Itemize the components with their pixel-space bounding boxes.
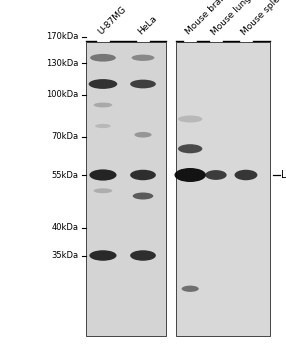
Ellipse shape bbox=[174, 168, 206, 182]
Text: 55kDa: 55kDa bbox=[52, 170, 79, 180]
Text: HeLa: HeLa bbox=[137, 14, 159, 37]
Text: Mouse spleen: Mouse spleen bbox=[240, 0, 286, 37]
Text: Mouse brain: Mouse brain bbox=[184, 0, 229, 37]
Bar bbox=[176, 42, 270, 336]
Ellipse shape bbox=[182, 286, 199, 292]
Ellipse shape bbox=[132, 55, 154, 61]
Ellipse shape bbox=[95, 124, 111, 128]
Text: 40kDa: 40kDa bbox=[52, 223, 79, 232]
Ellipse shape bbox=[89, 79, 117, 89]
Ellipse shape bbox=[130, 250, 156, 261]
Ellipse shape bbox=[89, 250, 117, 261]
Text: 35kDa: 35kDa bbox=[51, 251, 79, 260]
Ellipse shape bbox=[90, 54, 116, 62]
Ellipse shape bbox=[178, 116, 202, 122]
Ellipse shape bbox=[94, 188, 112, 193]
Ellipse shape bbox=[235, 170, 257, 180]
Ellipse shape bbox=[205, 170, 227, 180]
Ellipse shape bbox=[134, 132, 152, 138]
Ellipse shape bbox=[130, 80, 156, 88]
Bar bbox=[86, 42, 166, 336]
Text: U-87MG: U-87MG bbox=[97, 5, 128, 37]
Text: LMBRD1: LMBRD1 bbox=[281, 170, 286, 180]
Text: 170kDa: 170kDa bbox=[46, 32, 79, 41]
Text: 130kDa: 130kDa bbox=[46, 58, 79, 68]
Ellipse shape bbox=[178, 144, 202, 153]
Ellipse shape bbox=[130, 170, 156, 180]
Text: 100kDa: 100kDa bbox=[46, 90, 79, 99]
Ellipse shape bbox=[94, 103, 112, 107]
Ellipse shape bbox=[89, 169, 117, 181]
Text: Mouse lung: Mouse lung bbox=[210, 0, 253, 37]
Ellipse shape bbox=[133, 193, 153, 200]
Text: 70kDa: 70kDa bbox=[51, 132, 79, 141]
